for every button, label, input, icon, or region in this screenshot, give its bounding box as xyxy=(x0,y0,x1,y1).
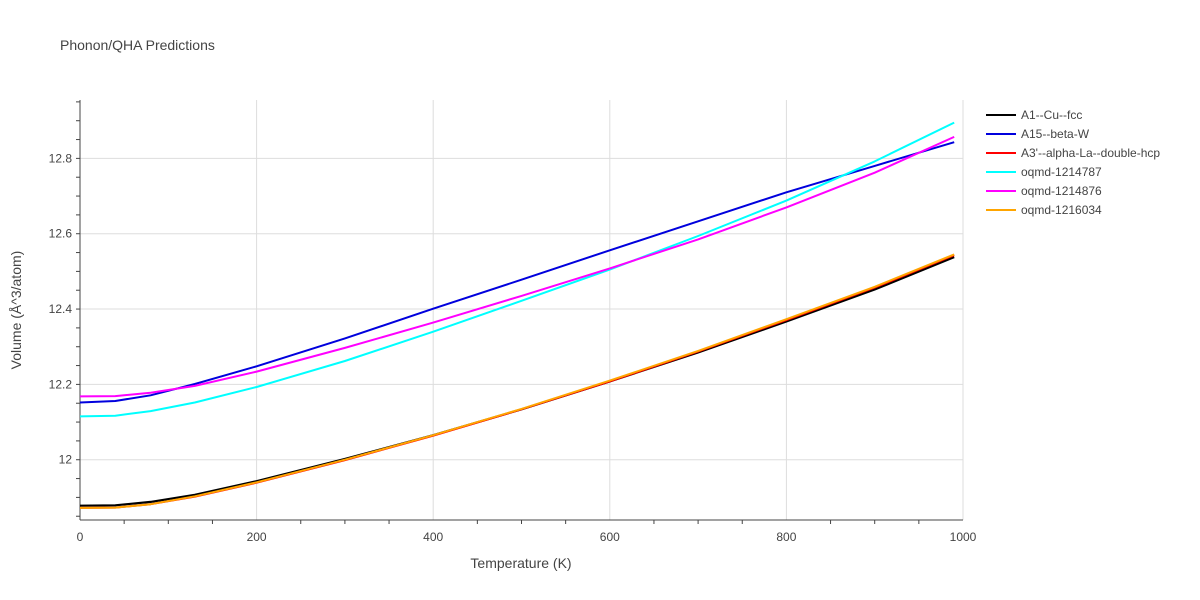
grid xyxy=(80,100,964,520)
legend-label[interactable]: oqmd-1214876 xyxy=(1021,184,1102,198)
series-lines xyxy=(79,121,955,509)
legend-label[interactable]: oqmd-1214787 xyxy=(1021,165,1102,179)
y-tick-label: 12.2 xyxy=(49,377,73,391)
y-tick-label: 12 xyxy=(59,453,73,467)
x-tick-label: 1000 xyxy=(950,530,977,544)
y-tick-label: 12.6 xyxy=(49,227,73,241)
chart-title: Phonon/QHA Predictions xyxy=(60,37,215,53)
series-line xyxy=(79,141,955,404)
legend-label[interactable]: A15--beta-W xyxy=(1021,127,1090,141)
y-tick-label: 12.8 xyxy=(49,151,73,165)
x-tick-label: 400 xyxy=(423,530,443,544)
x-tick-label: 800 xyxy=(776,530,796,544)
series-line xyxy=(79,253,955,509)
legend-label[interactable]: A3'--alpha-La--double-hcp xyxy=(1021,146,1160,160)
x-tick-label: 200 xyxy=(247,530,267,544)
x-tick-label: 0 xyxy=(77,530,84,544)
legend: A1--Cu--fcc A15--beta-W A3'--alpha-La--dou… xyxy=(986,108,1160,217)
y-tick-label: 12.4 xyxy=(49,302,73,316)
y-axis-title: Volume (Å^3/atom) xyxy=(8,251,24,370)
x-tick-label: 600 xyxy=(600,530,620,544)
series-line xyxy=(79,121,955,418)
legend-label[interactable]: A1--Cu--fcc xyxy=(1021,108,1082,122)
legend-label[interactable]: oqmd-1216034 xyxy=(1021,203,1102,217)
axes: 0 200 400 600 800 1000 12 12.2 12.4 12.6 12.8 xyxy=(49,100,977,544)
x-axis-title: Temperature (K) xyxy=(470,555,571,571)
series-line xyxy=(79,135,955,398)
